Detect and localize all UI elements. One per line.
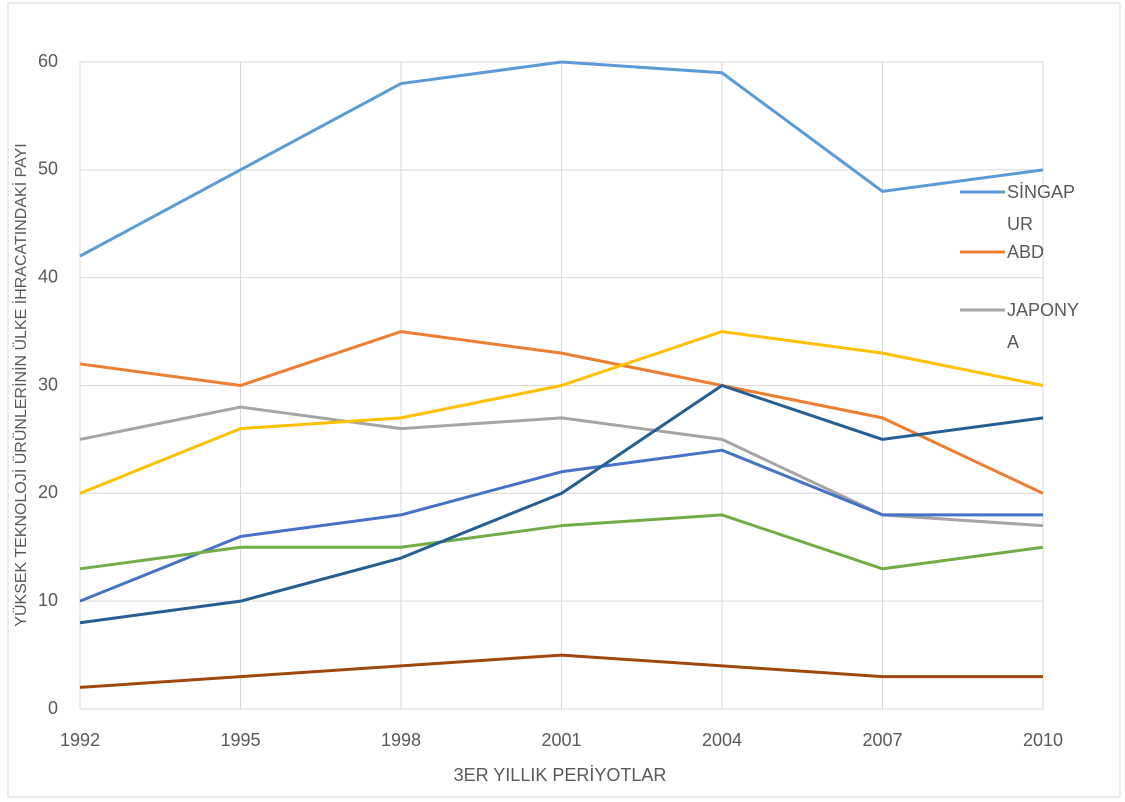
x-tick-label: 1992 (60, 730, 100, 750)
y-tick-label: 20 (38, 482, 58, 502)
y-tick-label: 40 (38, 266, 58, 286)
x-tick-label: 2007 (862, 730, 902, 750)
y-tick-label: 0 (48, 698, 58, 718)
y-axis-title: YÜKSEK TEKNOLOJİ ÜRÜNLERİNİN ÜLKE İHRACA… (11, 143, 30, 626)
x-tick-label: 2004 (702, 730, 742, 750)
x-tick-label: 1998 (381, 730, 421, 750)
series-line (79, 60, 1044, 258)
legend-label: ABD (1007, 242, 1045, 262)
series-line (79, 330, 1044, 495)
series-line (79, 330, 1044, 495)
series-line (79, 384, 1044, 625)
y-tick-label: 60 (38, 51, 58, 71)
series-line (79, 653, 1043, 689)
legend-label: SİNGAPUR (1007, 182, 1076, 234)
y-tick-label: 10 (38, 590, 58, 610)
series-line (79, 448, 1043, 603)
y-tick-label: 50 (38, 159, 58, 179)
chart-border (7, 2, 1121, 798)
x-tick-label: 1995 (220, 730, 260, 750)
x-tick-label: 2010 (1023, 730, 1063, 750)
legend-label: JAPONYA (1007, 300, 1080, 352)
x-axis-title: 3ER YILLIK PERİYOTLAR (454, 765, 667, 785)
series-line (79, 513, 1044, 571)
x-tick-label: 2001 (541, 730, 581, 750)
y-tick-label: 30 (38, 374, 58, 394)
